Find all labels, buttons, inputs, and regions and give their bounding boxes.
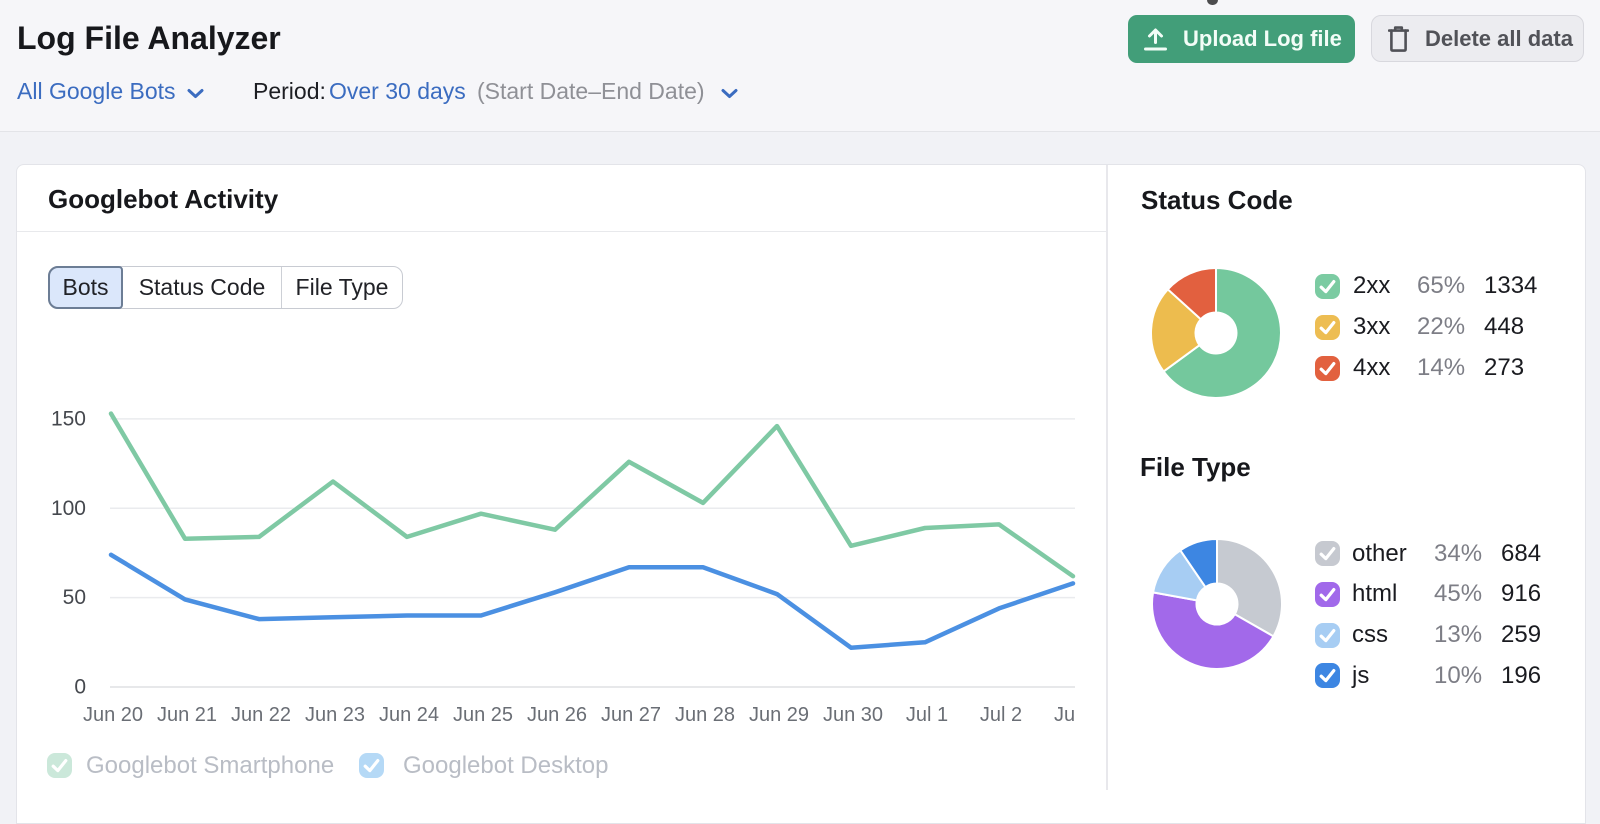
svg-text:Jun 29: Jun 29: [749, 704, 809, 726]
svg-text:0: 0: [74, 676, 86, 699]
svg-text:Jun 26: Jun 26: [527, 704, 587, 726]
svg-text:100: 100: [51, 497, 86, 520]
svg-text:Jun 25: Jun 25: [453, 704, 513, 726]
svg-text:Jul 1: Jul 1: [906, 704, 948, 726]
svg-text:150: 150: [51, 407, 86, 430]
svg-text:Jul 2: Jul 2: [980, 704, 1022, 726]
svg-text:Jun 20: Jun 20: [83, 704, 143, 726]
svg-text:50: 50: [63, 586, 86, 609]
svg-text:Jun 21: Jun 21: [157, 704, 217, 726]
svg-text:Jun 23: Jun 23: [305, 704, 365, 726]
svg-text:Jun 30: Jun 30: [823, 704, 883, 726]
svg-text:Jun 22: Jun 22: [231, 704, 291, 726]
svg-text:Ju: Ju: [1054, 704, 1075, 726]
svg-text:Jun 28: Jun 28: [675, 704, 735, 726]
svg-text:Jun 27: Jun 27: [601, 704, 661, 726]
svg-text:Jun 24: Jun 24: [379, 704, 439, 726]
